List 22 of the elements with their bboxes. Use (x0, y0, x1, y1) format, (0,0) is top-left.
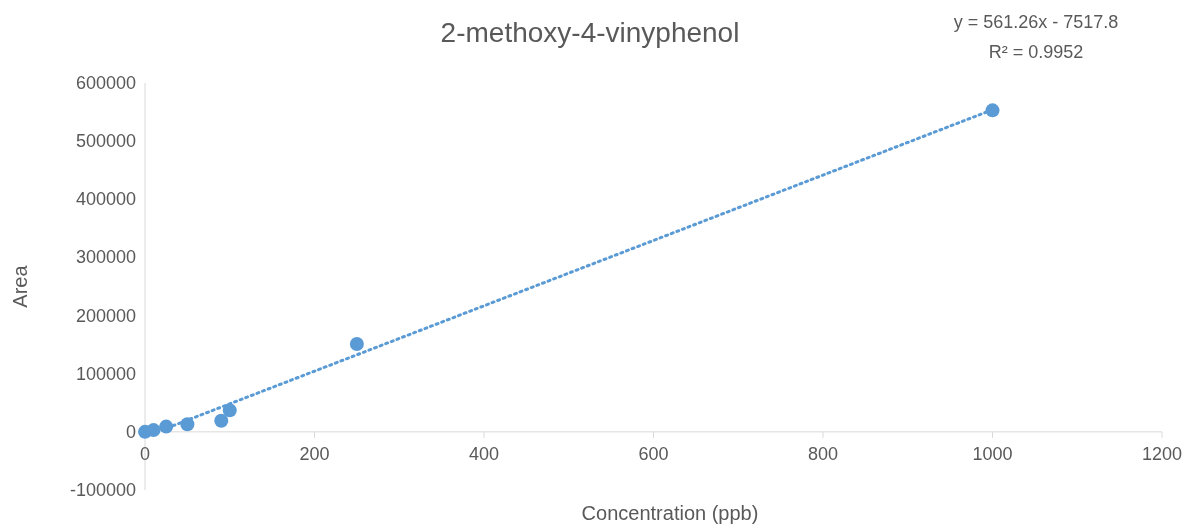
x-tick-label: 200 (299, 443, 330, 464)
y-tick-label: -100000 (69, 480, 136, 500)
x-tick-label: 1000 (972, 443, 1013, 464)
y-tick-label: 400000 (75, 189, 136, 210)
y-tick-label: 0 (125, 421, 136, 442)
y-axis-title: Area (9, 264, 31, 308)
text: R² = 0.9952 (988, 42, 1084, 62)
x-tick-label: 400 (468, 443, 500, 464)
x-axis-title: Concentration (ppb) (581, 502, 759, 524)
y-tick-label: 600000 (75, 73, 136, 93)
y-tick-label: 300000 (75, 247, 136, 268)
point (214, 413, 229, 428)
chart-title: 2-methoxy-4-vinyphenol (440, 17, 740, 48)
x-tick-label: 1200 (1141, 443, 1183, 464)
x-tick-label: 800 (807, 443, 839, 464)
y-tick-label: 500000 (75, 131, 136, 152)
y-tick-label: 200000 (75, 305, 136, 326)
x-tick-label: 600 (638, 443, 669, 464)
y-tick-label: 100000 (75, 363, 136, 384)
text: y = 561.26x - 7517.8 (953, 12, 1119, 32)
x-tick-label: 0 (139, 443, 151, 464)
point (349, 337, 364, 352)
